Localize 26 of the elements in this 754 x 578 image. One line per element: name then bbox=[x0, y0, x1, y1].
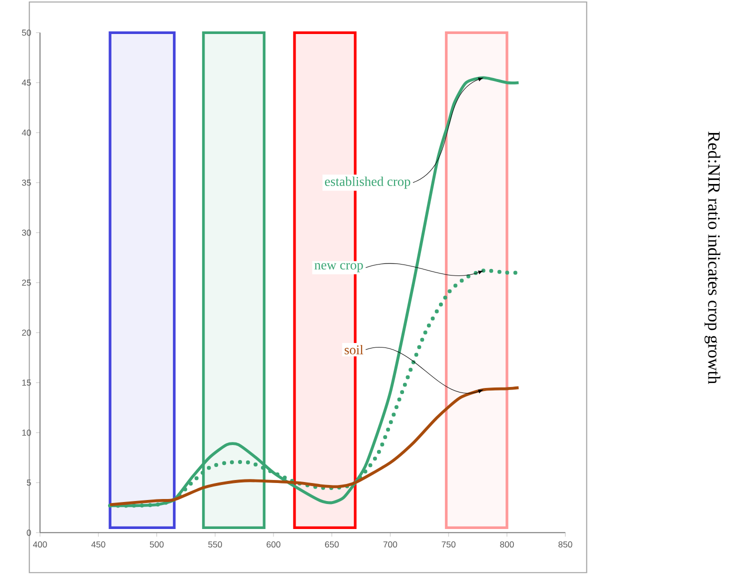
y-tick-label: 5 bbox=[26, 480, 31, 486]
x-tick-label: 650 bbox=[325, 541, 339, 548]
y-tick-label: 45 bbox=[22, 80, 31, 86]
text: soil bbox=[344, 344, 364, 354]
x-tick-label: 700 bbox=[383, 541, 398, 548]
x-tick-label: 500 bbox=[150, 541, 164, 548]
x-tick-label: 400 bbox=[32, 541, 47, 548]
series-label: established crop bbox=[324, 176, 410, 189]
x-tick-label: 450 bbox=[91, 541, 106, 548]
y-tick-label: 20 bbox=[22, 330, 31, 336]
x-tick-label: 850 bbox=[558, 541, 572, 548]
y-tick-label: 10 bbox=[22, 430, 31, 436]
x-tick-label: 800 bbox=[500, 541, 514, 548]
line-series bbox=[108, 386, 520, 506]
y-tick-label: 50 bbox=[22, 30, 31, 36]
x-tick-label: 600 bbox=[266, 541, 280, 548]
y-tick-label: 30 bbox=[22, 230, 31, 236]
y-tick-label: 0 bbox=[26, 530, 31, 536]
y-tick-label: 25 bbox=[22, 280, 31, 286]
x-tick-label: 550 bbox=[208, 541, 222, 548]
y-tick-label: 40 bbox=[22, 130, 31, 136]
text: Red:NIR ratio indicates crop growth bbox=[704, 132, 720, 384]
y-tick-label: 35 bbox=[22, 180, 31, 186]
text: new crop bbox=[314, 263, 363, 272]
x-tick-label: 750 bbox=[442, 541, 456, 548]
y-tick-label: 15 bbox=[22, 380, 31, 386]
